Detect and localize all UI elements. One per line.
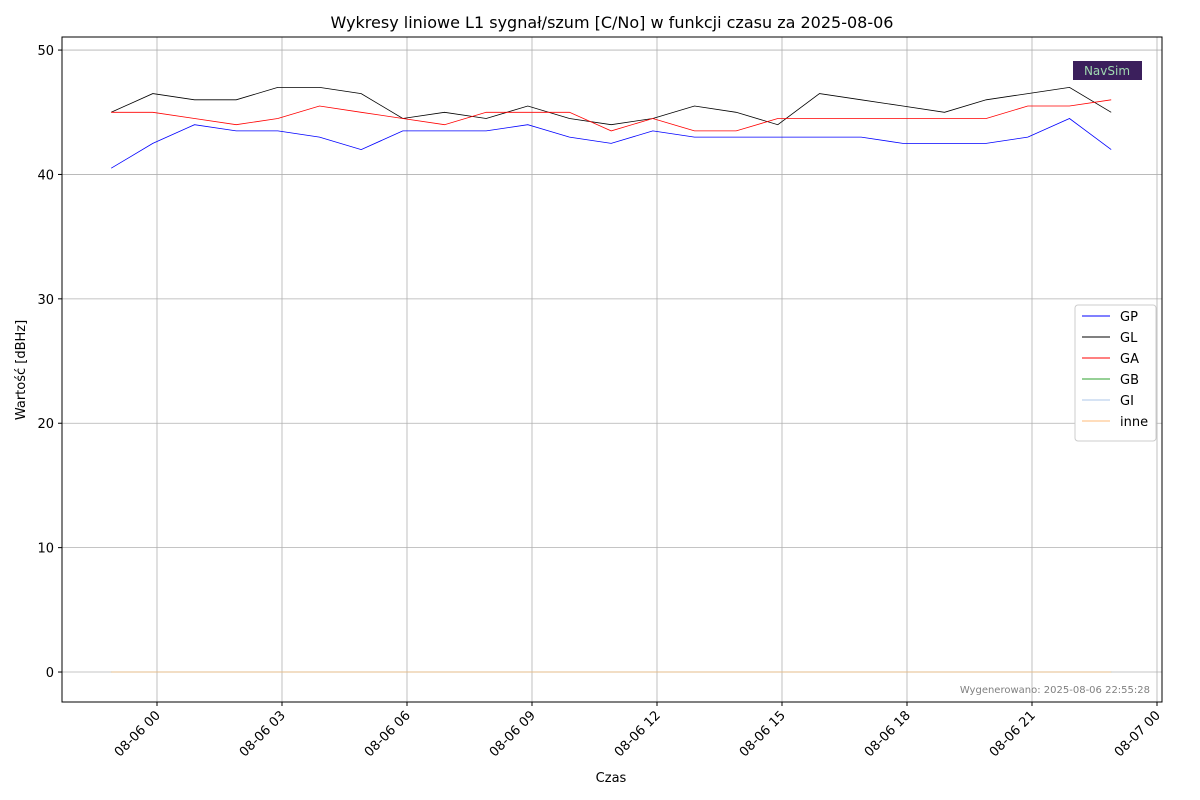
x-tick-label: 08-06 06 [362, 708, 414, 760]
x-tick-label: 08-06 03 [237, 708, 289, 760]
x-tick-label: 08-07 00 [1112, 708, 1164, 760]
y-tick-label: 20 [37, 417, 54, 432]
legend-label: GL [1120, 331, 1138, 346]
y-tick-label: 10 [37, 542, 54, 557]
logo: NavSim [1084, 64, 1130, 78]
legend-label: GP [1120, 310, 1138, 325]
legend-label: GB [1120, 373, 1139, 388]
x-tick-label: 08-06 09 [487, 708, 539, 760]
y-tick-label: 40 [37, 168, 54, 183]
legend-label: GI [1120, 394, 1134, 409]
legend-label: inne [1120, 415, 1148, 430]
series-line [110, 118, 1112, 169]
annotation: Wygenerowano: 2025-08-06 22:55:28 [960, 685, 1150, 696]
x-tick-label: 08-06 18 [862, 708, 914, 760]
plot-frame [61, 36, 1163, 703]
y-tick-label: 30 [37, 293, 54, 308]
x-tick-label: 08-06 21 [987, 708, 1039, 760]
series-line [111, 86, 1112, 126]
chart-title: Wykresy liniowe L1 sygnał/szum [C/No] w … [331, 13, 894, 32]
legend-box [1074, 304, 1157, 442]
x-tick-label: 08-06 12 [612, 708, 664, 760]
legend-label: GA [1120, 352, 1139, 367]
x-tick-label: 08-06 15 [737, 708, 789, 760]
x-tick-label: 08-06 00 [112, 708, 164, 760]
y-tick-label: 0 [46, 666, 54, 681]
logo-box [1073, 61, 1142, 80]
y-tick-label: 50 [37, 44, 54, 59]
x-axis-label: Czas [596, 771, 627, 786]
y-axis-label: Wartość [dBHz] [14, 320, 29, 420]
series-line [111, 99, 1112, 132]
